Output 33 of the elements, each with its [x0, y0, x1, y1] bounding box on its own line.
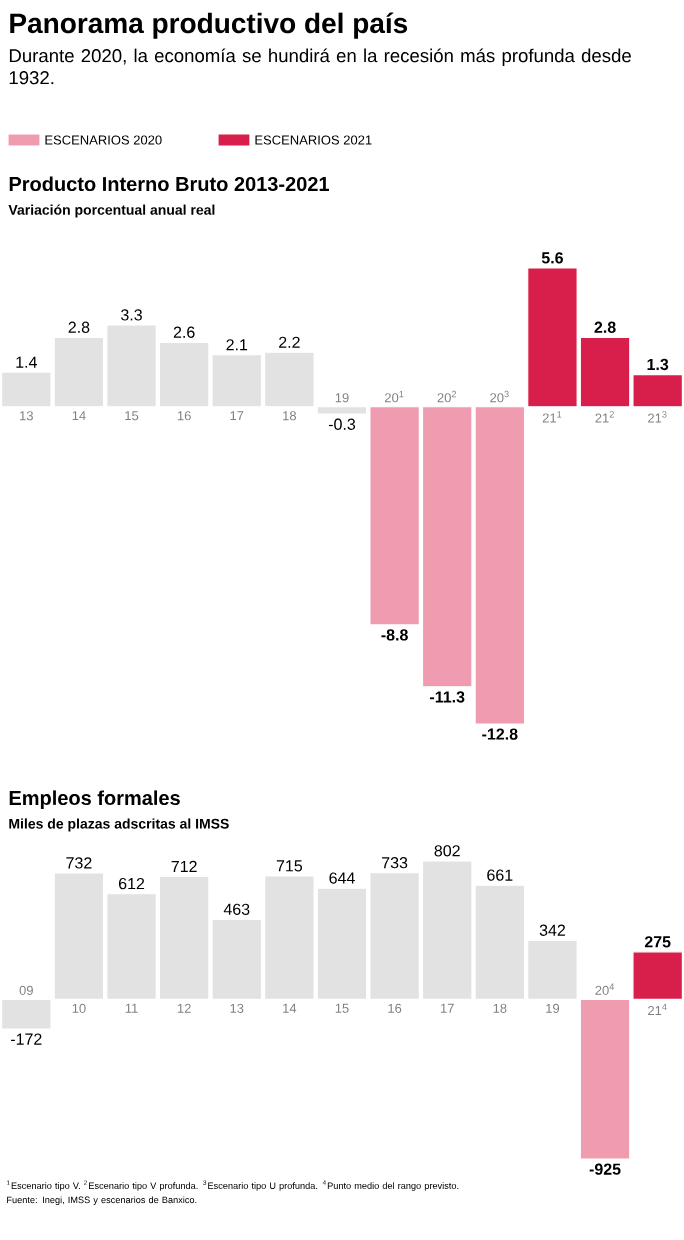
data-label: -925	[589, 1163, 621, 1175]
bar	[579, 336, 631, 408]
text: Panorama productivo del país	[10, 12, 408, 39]
data-label: 2.8	[594, 321, 616, 333]
data-label: 5.6	[541, 252, 563, 264]
data-label: 715	[276, 860, 303, 872]
data-label: 275	[644, 936, 671, 948]
data-label: 2.2	[279, 336, 300, 348]
data-label: 463	[223, 903, 250, 915]
data-label: 612	[119, 877, 145, 890]
data-label: 342	[539, 924, 565, 936]
chart-title: Producto Interno Bruto 2013-2021	[9, 176, 329, 192]
data-label: 3.3	[121, 309, 142, 321]
bar	[632, 373, 684, 408]
data-label: 2.8	[68, 321, 90, 333]
chart-title: Empleos formales	[9, 790, 180, 810]
text: Durante 2020, la economía se hundirá en la recesión más profunda desde 1932.	[9, 48, 631, 85]
data-label: -11.3	[430, 691, 465, 703]
data-label: -172	[11, 1033, 42, 1045]
data-label: -0.3	[328, 418, 356, 430]
data-label: 2.6	[173, 326, 195, 338]
data-label: 1.4	[16, 356, 37, 368]
data-label: 2.1	[226, 339, 248, 351]
data-label: 661	[487, 869, 513, 881]
data-label: 732	[66, 857, 92, 869]
data-label: -12.8	[482, 728, 518, 740]
data-label: 644	[329, 872, 355, 884]
data-label: 1.3	[647, 358, 669, 371]
data-label: -8.8	[381, 629, 408, 641]
data-label: 712	[171, 860, 197, 872]
data-label: 802	[434, 845, 460, 857]
bar	[527, 267, 578, 408]
data-label: 733	[382, 857, 408, 869]
